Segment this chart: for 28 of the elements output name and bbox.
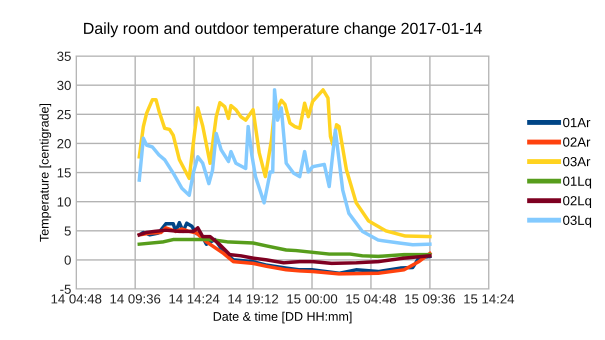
x-tick-label: 15 04:48 (346, 294, 396, 304)
y-tick-label: 5 (64, 226, 71, 236)
y-tick-label: 0 (64, 255, 71, 265)
x-tick-label: 15 00:00 (287, 294, 338, 304)
line-series (138, 226, 432, 266)
y-axis-title: Temperature [centigrade] (39, 104, 52, 242)
x-axis-title: Date & time [DD HH:mm] (214, 312, 352, 324)
x-tick-label: 15 09:36 (405, 294, 455, 304)
legend-label: 03Ar (563, 156, 590, 166)
y-tick-label: -5 (60, 284, 71, 294)
x-tick-label: 14 04:48 (52, 294, 102, 304)
x-tick-label: 14 19:12 (228, 294, 278, 304)
x-tick-label: 14 14:24 (169, 294, 220, 304)
y-tick-label: 10 (58, 197, 71, 207)
x-tick-label: 15 14:24 (464, 294, 514, 304)
y-tick-label: 25 (57, 110, 71, 120)
line-series (138, 238, 432, 258)
legend-label: 01Ar (563, 118, 590, 128)
legend-label: 02Ar (563, 137, 590, 147)
y-tick-label: 35 (57, 52, 71, 62)
legend-label: 03Lq (563, 216, 592, 228)
y-tick-label: 30 (57, 80, 71, 90)
legend-label: 01Lq (563, 176, 592, 188)
y-tick-label: 15 (58, 168, 71, 178)
x-tick-label: 14 09:36 (110, 294, 160, 304)
y-tick-label: 20 (57, 139, 71, 148)
chart-title: Daily room and outdoor temperature change 2017-01-14 (84, 22, 482, 38)
legend-label: 02Lq (563, 196, 592, 208)
